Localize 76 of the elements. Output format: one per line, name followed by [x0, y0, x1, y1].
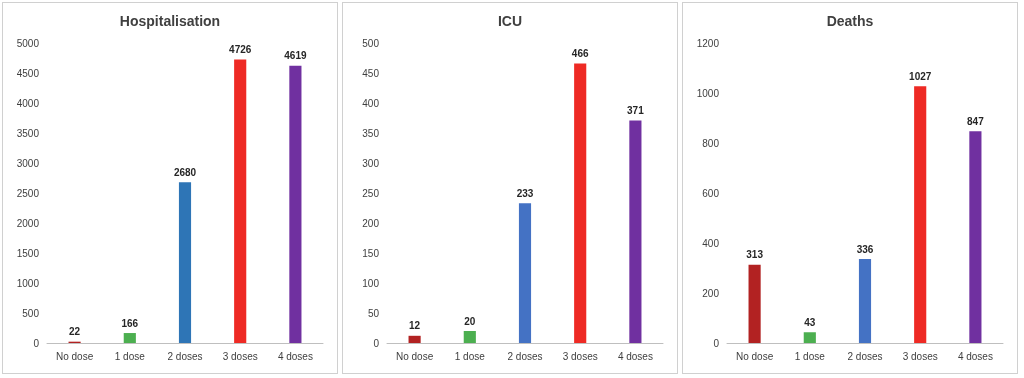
x-tick-label: 2 doses [507, 350, 543, 362]
data-label: 4726 [229, 43, 252, 55]
x-tick-label: No dose [735, 350, 774, 362]
y-tick-label: 300 [362, 157, 380, 169]
y-tick-label: 800 [702, 137, 720, 149]
bar [408, 335, 421, 343]
x-tick-label: 2 doses [167, 350, 203, 362]
x-tick-label: 3 doses [562, 350, 598, 362]
bar [969, 131, 982, 343]
x-tick-label: 1 dose [454, 350, 486, 362]
data-label: 20 [464, 315, 476, 327]
data-label: 313 [746, 249, 764, 261]
x-tick-label: 2 doses [847, 350, 883, 362]
data-label: 166 [121, 317, 139, 329]
bar [123, 333, 136, 343]
x-tick-label: 4 doses [957, 350, 993, 362]
data-label: 233 [516, 187, 534, 199]
y-tick-label: 0 [33, 337, 40, 349]
y-tick-label: 1500 [16, 247, 40, 259]
y-tick-label: 150 [362, 247, 380, 259]
y-tick-label: 250 [362, 187, 380, 199]
chart-title: Hospitalisation [119, 13, 221, 29]
y-tick-label: 5000 [16, 37, 40, 49]
y-tick-label: 50 [367, 307, 380, 319]
bar [518, 203, 532, 343]
bar [234, 59, 247, 343]
y-tick-label: 600 [702, 187, 720, 199]
y-tick-label: 350 [362, 127, 380, 139]
y-tick-label: 2500 [16, 187, 40, 199]
x-tick-label: No dose [55, 350, 94, 362]
y-tick-label: 200 [362, 217, 380, 229]
y-tick-label: 1200 [696, 37, 720, 49]
y-tick-label: 1000 [696, 87, 720, 99]
bar [289, 65, 302, 343]
bar [858, 259, 872, 343]
x-tick-label: 1 dose [114, 350, 146, 362]
bar [463, 331, 476, 343]
data-label: 22 [69, 326, 81, 338]
y-tick-label: 0 [713, 337, 720, 349]
y-tick-label: 450 [362, 67, 380, 79]
x-tick-label: 4 doses [617, 350, 653, 362]
x-tick-label: No dose [395, 350, 434, 362]
data-label: 1027 [909, 70, 932, 82]
data-label: 336 [856, 243, 874, 255]
y-tick-label: 1000 [16, 277, 40, 289]
x-tick-label: 4 doses [277, 350, 313, 362]
y-tick-label: 0 [373, 337, 380, 349]
y-tick-label: 400 [362, 97, 380, 109]
bar [803, 332, 816, 343]
y-tick-label: 500 [22, 307, 40, 319]
chart-title: Deaths [826, 13, 874, 29]
x-tick-label: 3 doses [902, 350, 938, 362]
data-label: 4619 [284, 50, 307, 62]
data-label: 371 [627, 104, 645, 116]
bar [748, 264, 761, 343]
y-tick-label: 3500 [16, 127, 40, 139]
data-label: 847 [967, 115, 985, 127]
x-tick-label: 1 dose [794, 350, 826, 362]
x-tick-label: 3 doses [222, 350, 258, 362]
bar [178, 182, 192, 343]
chart-title: ICU [497, 13, 523, 29]
y-tick-label: 4000 [16, 97, 40, 109]
y-tick-label: 200 [702, 287, 720, 299]
y-tick-label: 2000 [16, 217, 40, 229]
data-label: 466 [571, 47, 589, 59]
data-label: 12 [409, 320, 421, 332]
bar [629, 120, 642, 343]
y-tick-label: 100 [362, 277, 380, 289]
y-tick-label: 3000 [16, 157, 40, 169]
y-tick-label: 500 [362, 37, 380, 49]
y-tick-label: 4500 [16, 67, 40, 79]
bar [914, 86, 927, 343]
y-tick-label: 400 [702, 237, 720, 249]
bar [574, 63, 587, 343]
data-label: 43 [804, 316, 816, 328]
data-label: 2680 [173, 166, 197, 178]
